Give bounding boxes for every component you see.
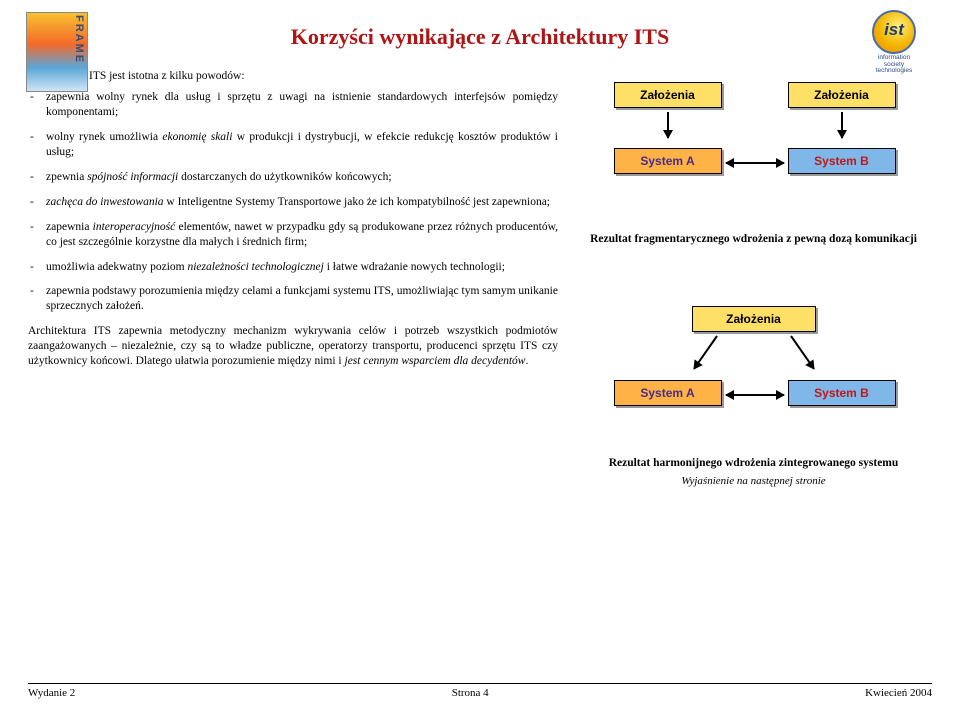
diagram-block-2: Założenia System A System B Rezultat har… <box>576 302 931 486</box>
box-system-a: System A <box>614 148 722 174</box>
frame-logo: FRAME <box>26 12 88 92</box>
footer-left: Wydanie 2 <box>28 687 75 699</box>
bullet-list: zapewnia wolny rynek dla usług i sprzętu… <box>28 90 558 314</box>
arrow-bidir-icon <box>726 162 784 164</box>
intro-text: Architektura ITS jest istotna z kilku po… <box>28 70 558 82</box>
box-system-b: System B <box>788 148 896 174</box>
content: Architektura ITS jest istotna z kilku po… <box>28 70 932 487</box>
diagram-2: Założenia System A System B <box>584 302 924 450</box>
arrow-down-icon <box>841 112 843 138</box>
ist-circle: ist <box>872 10 916 54</box>
paragraph: Architektura ITS zapewnia metodyczny mec… <box>28 324 558 369</box>
box-zalozenia-b: Założenia <box>788 82 896 108</box>
ist-text: ist <box>884 20 904 40</box>
caption-2: Rezultat harmonijnego wdrożenia zintegro… <box>576 456 931 470</box>
footer-center: Strona 4 <box>452 687 489 699</box>
list-item: umożliwia adekwatny poziom niezależności… <box>28 260 558 275</box>
caption-1: Rezultat fragmentarycznego wdrożenia z p… <box>576 232 931 246</box>
list-item: zapewnia interoperacyjność elementów, na… <box>28 220 558 250</box>
list-item: zapewnia podstawy porozumienia między ce… <box>28 284 558 314</box>
list-item: zpewnia spójność informacji dostarczanyc… <box>28 170 558 185</box>
ist-sub3: technologies <box>854 68 934 75</box>
list-item: zapewnia wolny rynek dla usług i sprzętu… <box>28 90 558 120</box>
box-zalozenia-shared: Założenia <box>692 306 816 332</box>
footer-right: Kwiecień 2004 <box>865 687 932 699</box>
arrow-bidir-icon <box>726 394 784 396</box>
footer: Wydanie 2 Strona 4 Kwiecień 2004 <box>28 683 932 699</box>
arrow-down-icon <box>693 336 718 370</box>
list-item: wolny rynek umożliwia ekonomię skali w p… <box>28 130 558 160</box>
arrow-down-icon <box>790 336 815 370</box>
list-item: zachęca do inwestowania w Inteligentne S… <box>28 195 558 210</box>
box-zalozenia-a: Założenia <box>614 82 722 108</box>
caption-2-sub: Wyjaśnienie na następnej stronie <box>576 475 931 487</box>
frame-logo-text: FRAME <box>73 15 85 64</box>
box-system-b: System B <box>788 380 896 406</box>
arrow-down-icon <box>667 112 669 138</box>
left-column: Architektura ITS jest istotna z kilku po… <box>28 70 558 487</box>
ist-logo: ist information society technologies <box>854 10 934 75</box>
diagram-1: Założenia Założenia System A System B <box>584 78 924 226</box>
box-system-a: System A <box>614 380 722 406</box>
page-title: Korzyści wynikające z Architektury ITS <box>28 24 932 50</box>
right-column: Założenia Założenia System A System B Re… <box>576 70 931 487</box>
